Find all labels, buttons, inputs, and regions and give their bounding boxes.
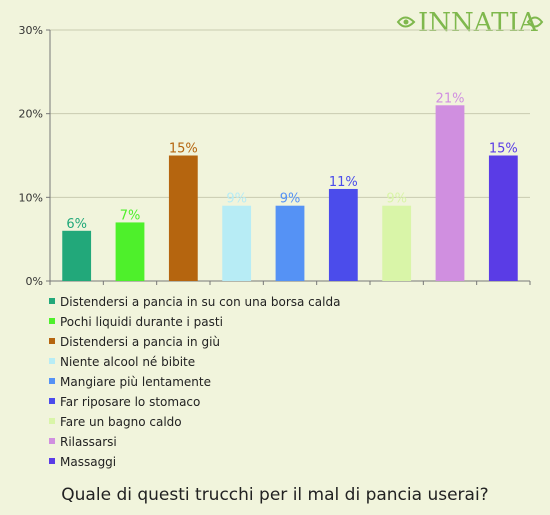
bar	[115, 222, 145, 281]
bar-value-label: 6%	[66, 217, 87, 232]
bar	[168, 155, 198, 281]
legend-swatch	[49, 378, 55, 384]
bar	[435, 105, 465, 281]
y-tick-label: 10%	[19, 191, 43, 204]
bar-value-label: 7%	[120, 208, 141, 223]
bar	[328, 188, 358, 281]
legend-swatch	[49, 358, 55, 364]
bar-value-label: 9%	[280, 192, 301, 207]
legend-label: Niente alcool né bibite	[60, 355, 195, 369]
legend-label: Far riposare lo stomaco	[60, 395, 200, 409]
legend: Distendersi a pancia in su con una borsa…	[49, 295, 340, 469]
brand-logo-text: INNATIA	[418, 8, 539, 38]
legend-swatch	[49, 298, 55, 304]
legend-swatch	[49, 418, 55, 424]
legend-label: Mangiare più lentamente	[60, 375, 211, 389]
legend-swatch	[49, 338, 55, 344]
legend-swatch	[49, 458, 55, 464]
y-tick-label: 20%	[19, 108, 43, 121]
legend-swatch	[49, 438, 55, 444]
bar-value-label: 9%	[386, 192, 407, 207]
bar-value-label: 11%	[329, 175, 358, 190]
brand-logo: INNATIA	[396, 8, 544, 38]
y-tick-label: 0%	[26, 275, 43, 288]
legend-swatch	[49, 398, 55, 404]
legend-label: Rilassarsi	[60, 435, 117, 449]
legend-label: Distendersi a pancia in su con una borsa…	[60, 295, 340, 309]
bar	[62, 230, 92, 281]
bar	[488, 155, 518, 281]
bar-value-label: 15%	[489, 142, 518, 157]
leaf-icon	[396, 16, 544, 28]
y-tick-label: 30%	[19, 24, 43, 37]
bar-value-label: 9%	[226, 192, 247, 207]
legend-label: Pochi liquidi durante i pasti	[60, 315, 223, 329]
legend-label: Distendersi a pancia in giù	[60, 335, 220, 349]
bar-value-label: 21%	[436, 91, 465, 106]
legend-swatch	[49, 318, 55, 324]
plot-area: 0% 10% 20% 30% 6% 7% 15% 9% 9% 11% 9% 21% 15%	[19, 24, 531, 288]
poll-question: Quale di questi trucchi per il mal di pa…	[61, 485, 489, 505]
bar	[382, 205, 412, 281]
bar-value-label: 15%	[169, 142, 198, 157]
legend-label: Massaggi	[60, 455, 116, 469]
legend-label: Fare un bagno caldo	[60, 415, 182, 429]
bar	[222, 205, 252, 281]
bar	[275, 205, 305, 281]
